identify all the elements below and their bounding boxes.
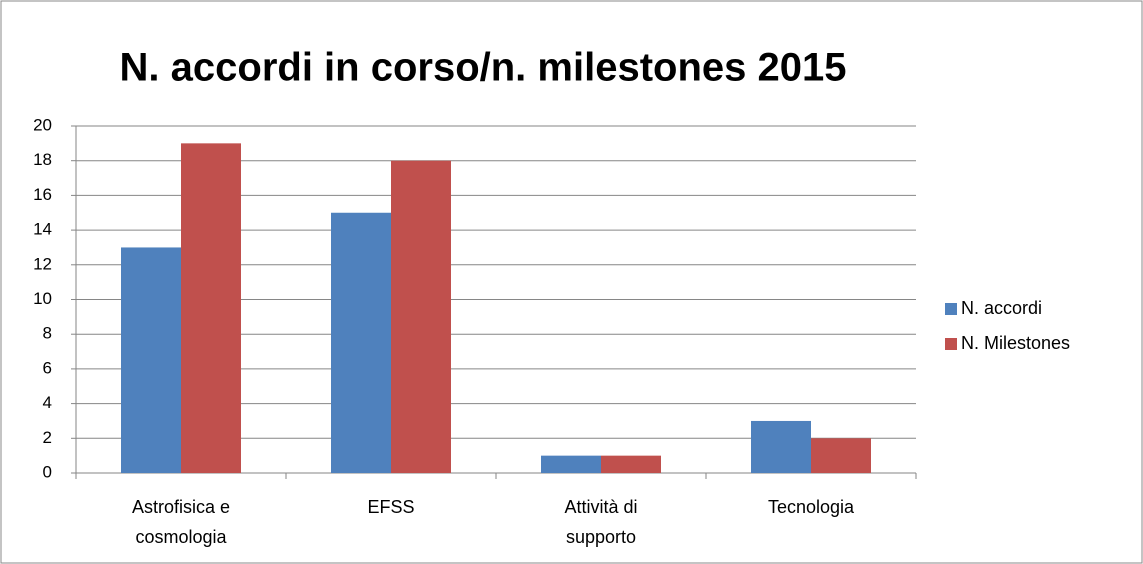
bar bbox=[811, 438, 871, 473]
x-tick-label: Attività di supporto bbox=[564, 497, 638, 547]
bar bbox=[541, 455, 601, 473]
y-tick-label: 2 bbox=[43, 428, 52, 447]
y-tick-label: 6 bbox=[43, 358, 52, 377]
bar bbox=[391, 160, 451, 473]
y-tick-label: 0 bbox=[43, 462, 52, 481]
x-tick-label: EFSS bbox=[367, 497, 415, 517]
y-tick-label: 12 bbox=[33, 254, 52, 273]
y-tick-label: 14 bbox=[33, 220, 52, 239]
bar bbox=[121, 247, 181, 473]
legend-label: N. Milestones bbox=[961, 333, 1070, 353]
x-tick-label: Tecnologia bbox=[767, 497, 855, 517]
bar bbox=[331, 212, 391, 473]
y-tick-label: 4 bbox=[43, 393, 52, 412]
y-tick-label: 10 bbox=[33, 289, 52, 308]
bar bbox=[751, 420, 811, 473]
y-tick-label: 20 bbox=[33, 115, 52, 134]
y-tick-label: 18 bbox=[33, 150, 52, 169]
bar bbox=[181, 143, 241, 473]
legend-label: N. accordi bbox=[961, 298, 1042, 318]
chart-title: N. accordi in corso/n. milestones 2015 bbox=[120, 46, 847, 90]
y-tick-label: 8 bbox=[43, 324, 52, 343]
y-tick-label: 16 bbox=[33, 185, 52, 204]
x-tick-label: Astrofisica e cosmologia bbox=[131, 497, 231, 547]
bar bbox=[601, 455, 661, 473]
legend-swatch bbox=[945, 303, 957, 315]
legend-swatch bbox=[945, 338, 957, 350]
